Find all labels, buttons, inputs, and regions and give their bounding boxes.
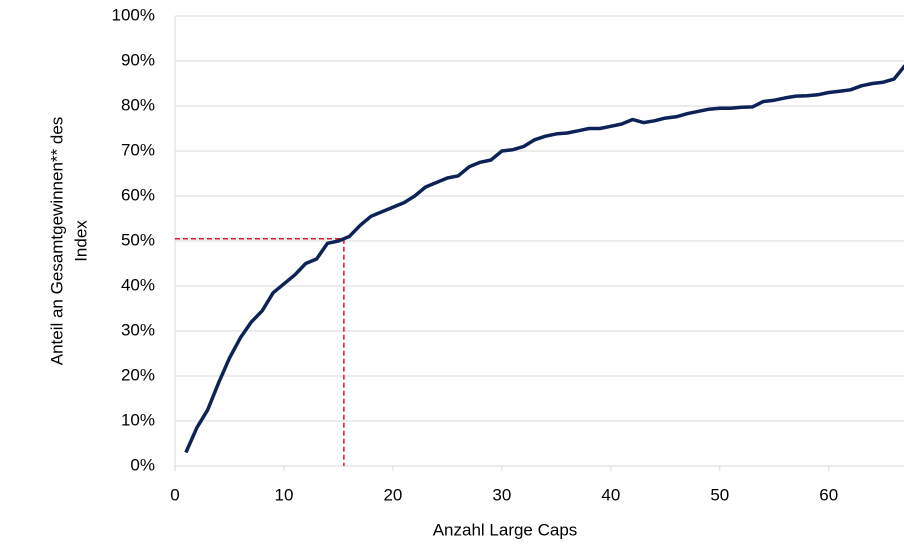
y-tick-label: 20% — [121, 365, 155, 384]
y-tick-label: 30% — [121, 320, 155, 339]
y-tick-label: 10% — [121, 410, 155, 429]
x-axis-title: Anzahl Large Caps — [433, 520, 578, 539]
x-tick-label: 40 — [601, 485, 620, 504]
x-tick-label: 30 — [492, 485, 511, 504]
x-tick-label: 20 — [383, 485, 402, 504]
x-tick-label: 60 — [819, 485, 838, 504]
x-tick-label: 50 — [710, 485, 729, 504]
x-tick-label: 0 — [170, 485, 179, 504]
y-axis-title: Anteil an Gesamtgewinnen** des — [47, 117, 66, 366]
y-tick-label: 0% — [130, 455, 155, 474]
y-tick-label: 60% — [121, 185, 155, 204]
data-line — [184, 64, 904, 454]
y-tick-label: 70% — [121, 140, 155, 159]
y-tick-label: 80% — [121, 95, 155, 114]
y-tick-label: 90% — [121, 50, 155, 69]
y-axis-title: Index — [71, 220, 90, 262]
y-tick-label: 50% — [121, 230, 155, 249]
y-tick-label: 40% — [121, 275, 155, 294]
x-tick-label: 10 — [274, 485, 293, 504]
y-tick-label: 100% — [112, 5, 155, 24]
